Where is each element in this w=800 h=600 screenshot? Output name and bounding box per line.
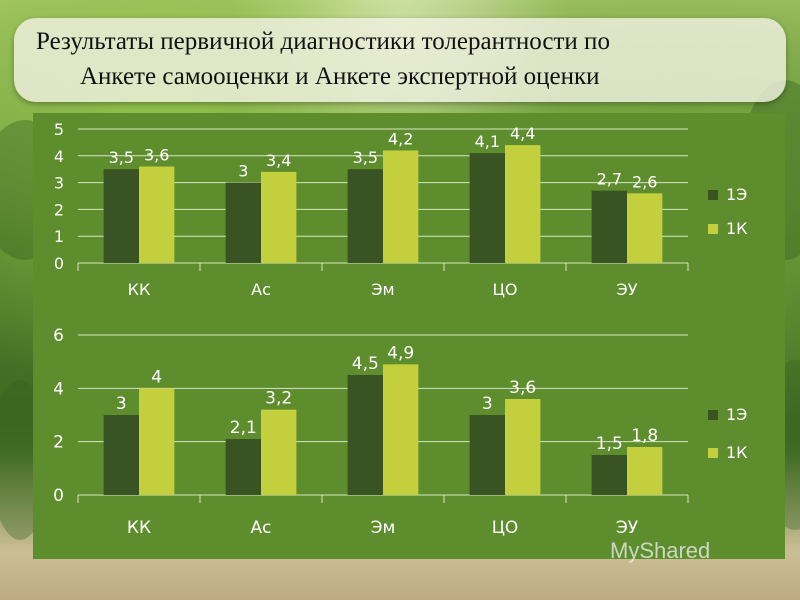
bar-1Э-КК: [103, 169, 139, 263]
legend-label: 1Э: [726, 185, 747, 204]
y-tick-label: 3: [54, 174, 64, 193]
bar-1Э-КК: [103, 415, 139, 495]
slide-title: Результаты первичной диагностики толеран…: [36, 24, 776, 94]
category-label: Ас: [251, 518, 272, 538]
data-label: 3: [116, 394, 127, 414]
data-label: 3,5: [109, 148, 134, 167]
data-label: 3: [238, 162, 248, 181]
y-tick-label: 1: [54, 227, 64, 246]
chart-panel: 0 1 2 3 4 5 3,5 3,6 КК 3 3,4 Ас 3,5 4,2 Эм 4,1 4,4 ЦО 2,7 2…: [33, 113, 785, 559]
data-label: 4,5: [352, 354, 379, 374]
legend-swatch: [708, 410, 718, 420]
data-label: 2,1: [230, 418, 257, 438]
bar-1К-КК: [139, 388, 175, 495]
category-label: КК: [128, 280, 151, 299]
category-label: Ас: [251, 280, 271, 299]
bar-1К-Ас: [261, 409, 297, 495]
bar-1Э-Ас: [225, 439, 261, 495]
bar-1Э-ЦО: [469, 415, 505, 495]
legend-swatch: [708, 448, 718, 458]
data-label: 3,6: [144, 146, 169, 165]
data-label: 3,6: [509, 378, 536, 398]
data-label: 3,4: [266, 151, 291, 170]
category-label: Эм: [371, 280, 394, 299]
data-label: 1,5: [596, 434, 623, 454]
category-label: ЦО: [492, 280, 517, 299]
y-tick-label: 2: [53, 433, 64, 453]
title-banner: [14, 18, 786, 102]
title-line-1: Результаты первичной диагностики толеран…: [36, 28, 610, 55]
legend-label: 1Э: [726, 405, 747, 424]
bar-1К-ЭУ: [627, 193, 663, 263]
category-label: ЭУ: [616, 518, 639, 538]
category-label: Эм: [371, 518, 396, 538]
category-label: ЦО: [492, 518, 519, 538]
bar-1Э-ЦО: [469, 153, 505, 263]
charts-svg: 0 1 2 3 4 5 3,5 3,6 КК 3 3,4 Ас 3,5 4,2 Эм 4,1 4,4 ЦО 2,7 2…: [53, 120, 748, 538]
data-label: 4,1: [475, 132, 500, 151]
category-label: ЭУ: [617, 280, 638, 299]
bar-1К-КК: [139, 166, 175, 263]
y-tick-label: 6: [53, 326, 64, 346]
data-label: 3,2: [265, 389, 292, 409]
legend-swatch: [708, 224, 718, 234]
bar-1К-ЦО: [505, 145, 541, 263]
y-tick-label: 0: [54, 254, 64, 273]
data-label: 4,9: [387, 343, 414, 363]
legend-label: 1К: [726, 443, 748, 462]
bar-1Э-Эм: [347, 169, 383, 263]
data-label: 3: [482, 394, 493, 414]
bar-1К-Эм: [383, 364, 419, 495]
bar-1Э-ЭУ: [591, 455, 627, 495]
data-label: 1,8: [631, 426, 658, 446]
y-tick-label: 2: [54, 200, 64, 219]
data-label: 4,2: [388, 129, 413, 148]
bar-1К-Эм: [383, 150, 419, 263]
data-label: 2,6: [632, 172, 657, 191]
legend-label: 1К: [726, 219, 748, 238]
chart-2: 0 2 4 6 3 4 КК 2,1 3,2 Ас 4,5 4,9 Эм 3 3,6 ЦО 1,5 1,8 ЭУ 1Э…: [53, 326, 748, 538]
category-label: КК: [127, 518, 151, 538]
bar-1К-Ас: [261, 171, 297, 263]
watermark: MyShared: [610, 538, 711, 563]
bar-1К-ЦО: [505, 399, 541, 495]
title-line-2: Анкете самооценки и Анкете экспертной оц…: [80, 63, 600, 90]
y-tick-label: 4: [54, 147, 64, 166]
bar-1Э-ЭУ: [591, 190, 627, 263]
y-tick-label: 0: [53, 486, 64, 506]
bar-1Э-Ас: [225, 182, 261, 263]
chart-1: 0 1 2 3 4 5 3,5 3,6 КК 3 3,4 Ас 3,5 4,2 Эм 4,1 4,4 ЦО 2,7 2…: [54, 120, 748, 299]
y-tick-label: 5: [54, 120, 64, 139]
bar-1Э-Эм: [347, 375, 383, 495]
data-label: 3,5: [353, 148, 378, 167]
data-label: 4: [151, 367, 162, 387]
y-tick-label: 4: [53, 379, 64, 399]
data-label: 2,7: [597, 170, 622, 189]
legend-swatch: [708, 190, 718, 200]
data-label: 4,4: [510, 124, 535, 143]
bar-1К-ЭУ: [627, 447, 663, 495]
